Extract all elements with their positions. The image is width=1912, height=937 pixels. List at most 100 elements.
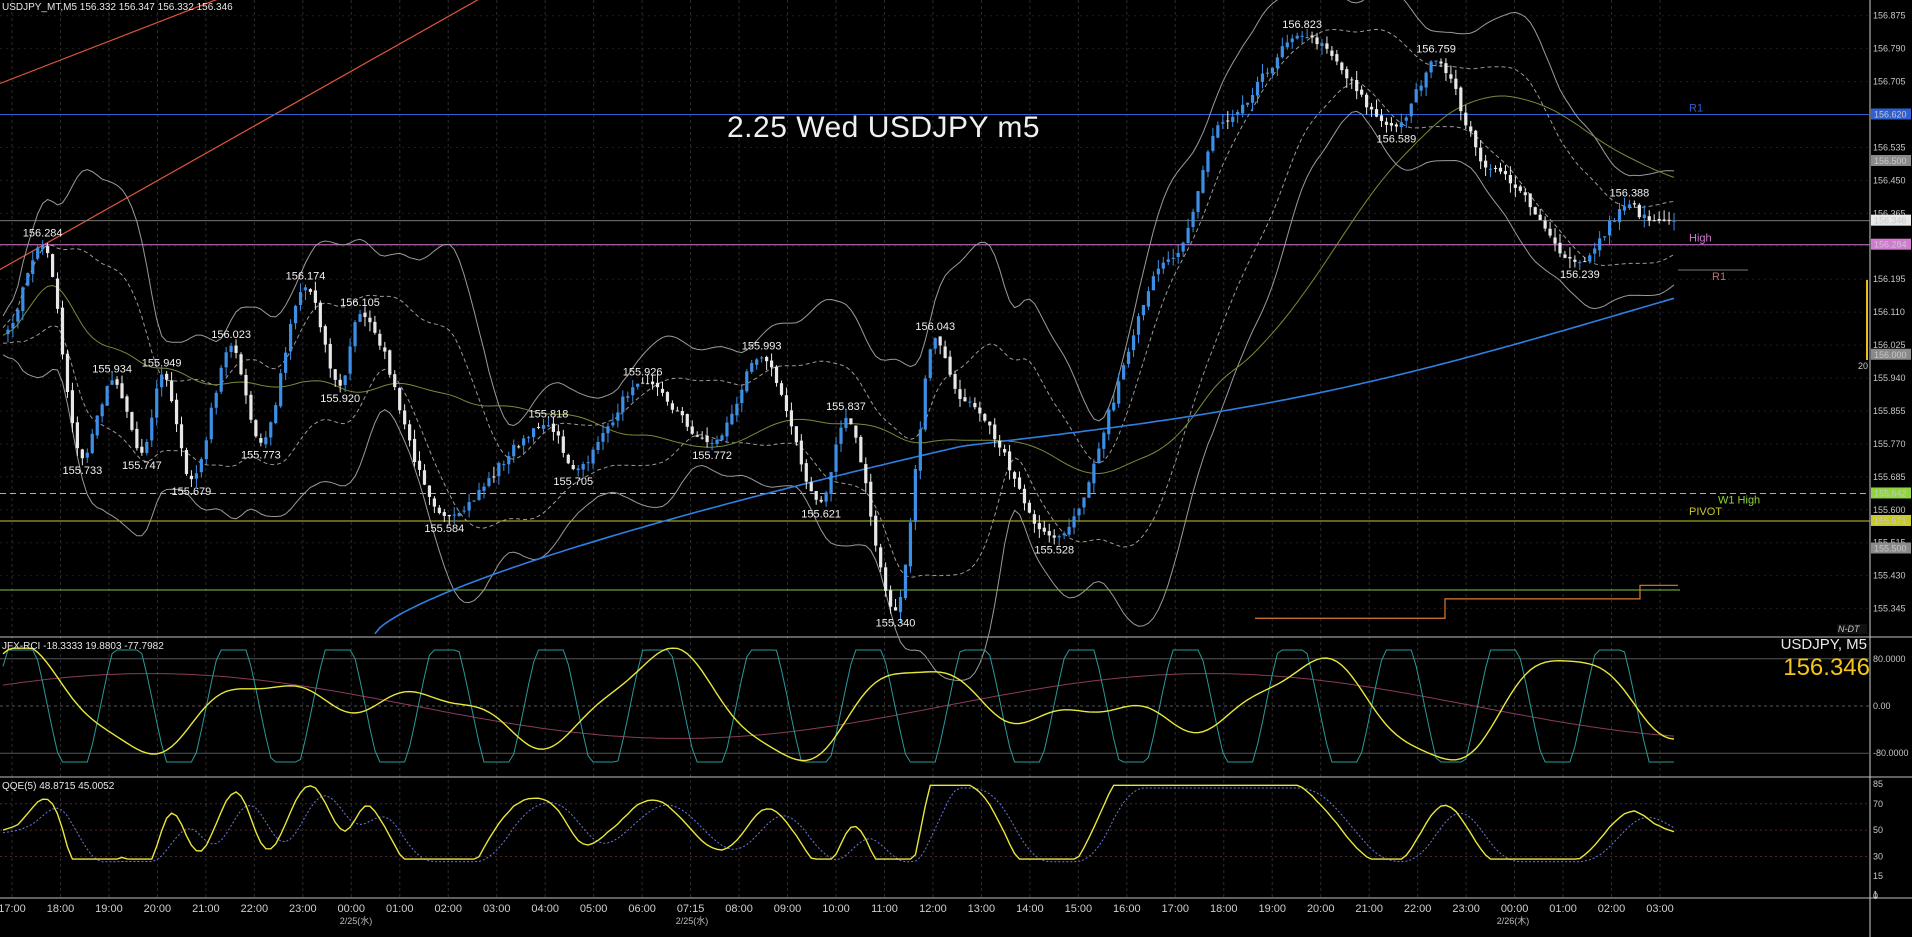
candle-body [834,444,838,472]
candle-body [403,410,407,425]
price-annotation: 155.584 [424,523,464,535]
x-tick-label: 17:00 [1162,903,1190,915]
y-tick-label: 156.705 [1873,77,1906,87]
candle-body [650,381,655,385]
candle-body [879,547,883,568]
candle-body [1513,184,1517,188]
candle-body [214,392,218,408]
candle-body [1607,220,1612,236]
candle-body [690,426,694,434]
candle-body [1503,171,1508,175]
candle-body [1409,103,1413,117]
candle-body [75,422,79,449]
candle-body [1538,214,1542,221]
candle-body [477,490,481,500]
candle-body [923,378,927,430]
candle-body [353,322,357,347]
price-annotation: 155.926 [623,366,663,378]
price-annotation: 155.837 [826,401,866,413]
x-tick-label: 19:00 [1258,903,1286,915]
candle-body [531,428,536,438]
price-annotation: 155.818 [529,408,569,420]
candle-body [1216,125,1220,138]
candle-body [452,514,456,516]
main-header: USDJPY_MT,M5 156.332 156.347 156.332 156… [2,2,233,13]
candle-body [1280,46,1284,58]
candle-body [626,396,630,398]
candle-body [735,403,739,416]
candle-body [631,387,635,396]
candle-body [705,436,709,443]
candle-body [1488,168,1493,170]
candle-body [437,507,441,514]
candle-body [1379,115,1384,122]
level-name: W1 High [1718,494,1760,506]
price-annotation: 155.949 [142,358,182,370]
x-tick-label: 01:00 [386,903,414,915]
candle-body [1097,448,1101,464]
candle-body [1667,219,1671,221]
x-tick-label: 11:00 [871,903,898,915]
x-tick-label: 15:00 [1065,903,1093,915]
candle-body [1231,116,1235,122]
candle-body [859,436,863,463]
price-annotation: 156.239 [1560,269,1600,281]
x-tick-label: 02:00 [434,903,462,915]
candle-body [184,449,189,474]
candle-body [1087,482,1091,498]
candle-body [1022,488,1027,504]
x-tick-label: 20:00 [144,903,172,915]
price-annotation: 155.621 [801,509,841,521]
candle-body [1518,186,1522,191]
x-tick-label: 07:15 [677,903,705,915]
candle-body [998,440,1002,448]
candle-body [388,350,392,375]
y-tick-label: 155.685 [1873,472,1906,482]
x-tick-label: 06:00 [628,903,656,915]
candle-body [1652,220,1656,222]
qqe-level-label: 50 [1873,825,1883,835]
candle-body [279,373,283,407]
chart-title: 2.25 Wed USDJPY m5 [727,111,1041,144]
candle-body [913,468,917,522]
candle-body [1662,219,1666,221]
candle-body [1335,54,1339,62]
candle-body [234,345,238,353]
candle-body [933,338,937,349]
candle-body [1077,508,1081,516]
candle-body [888,590,893,607]
x-tick-label: 23:00 [289,903,317,915]
price-tag [1871,542,1911,554]
candle-body [1553,237,1557,244]
candle-body [854,425,858,438]
price-annotation: 155.920 [320,393,360,405]
candle-body [517,446,521,448]
level-tag [1871,238,1911,250]
candle-body [849,418,853,425]
x-tick-label: 00:00 [1501,903,1529,915]
candle-body [1479,147,1483,162]
qqe-header: QQE(5) 48.8715 45.0052 [2,781,115,792]
candle-body [1032,514,1036,524]
candle-body [125,396,129,412]
candle-body [556,431,560,436]
candle-body [1632,203,1636,205]
candle-body [204,440,208,460]
candle-body [809,482,813,492]
level-name: PIVOT [1689,506,1722,518]
x-tick-label: 00:00 [338,903,366,915]
candle-body [760,357,764,359]
x-tick-label: 14:00 [1016,903,1044,915]
candle-body [1122,365,1126,380]
candle-body [482,486,486,491]
candle-body [507,456,511,465]
price-annotation: 156.823 [1282,19,1322,31]
candle-body [1275,57,1279,69]
ma-olive [2,95,1675,475]
price-annotation: 156.759 [1416,44,1456,56]
candle-body [769,360,774,368]
candle-body [1017,477,1022,489]
x-tick-label: 18:00 [47,903,75,915]
candle-body [993,424,997,440]
candle-body [869,481,873,517]
